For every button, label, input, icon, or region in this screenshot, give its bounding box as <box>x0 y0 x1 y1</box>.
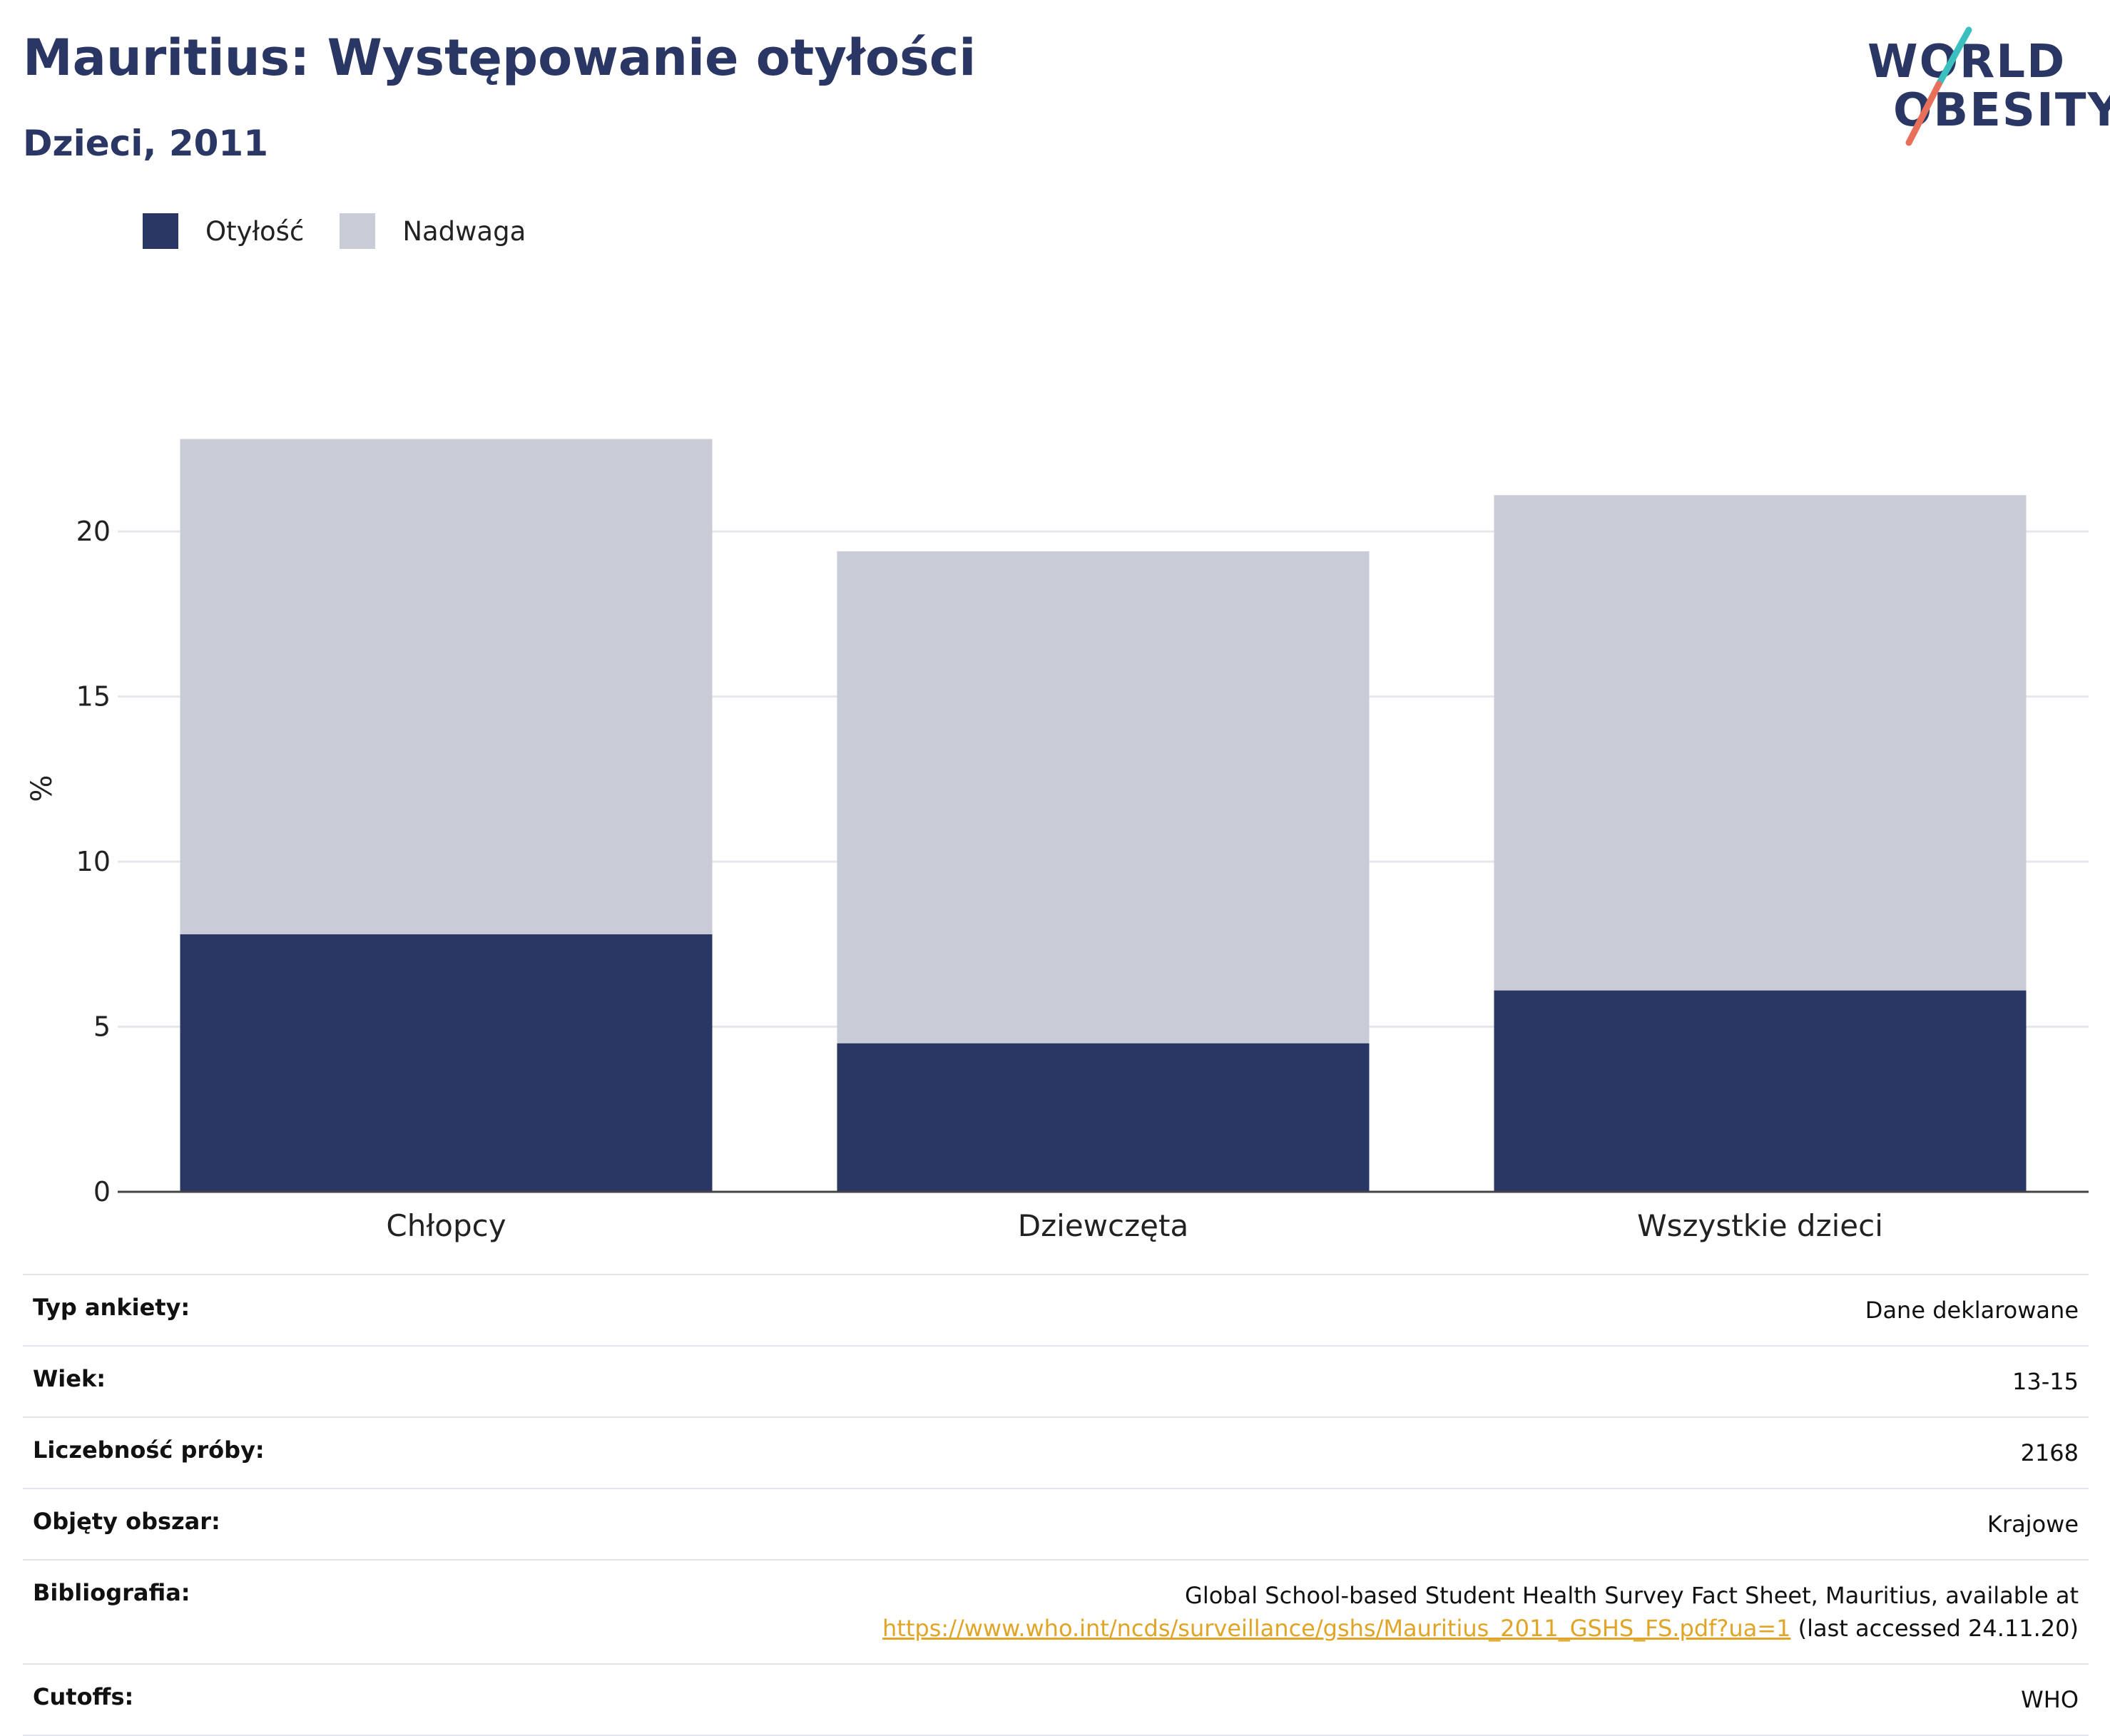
info-label: Bibliografia: <box>33 1579 190 1606</box>
chart-subtitle: Dzieci, 2011 <box>23 123 268 164</box>
chart-legend: Otyłość Nadwaga <box>143 211 561 251</box>
world-obesity-logo: WORLD OBESITY <box>1862 21 2110 150</box>
y-tick-label: 15 <box>76 681 111 713</box>
legend-item-otylosc[interactable]: Otyłość <box>143 213 304 249</box>
info-value: WHO <box>2021 1686 2079 1713</box>
info-row-area: Objęty obszar: Krajowe <box>23 1489 2089 1560</box>
bar-obesity <box>1494 990 2027 1192</box>
info-row-sample-size: Liczebność próby: 2168 <box>23 1417 2089 1489</box>
y-tick-label: 10 <box>76 846 111 877</box>
y-tick-label: 0 <box>93 1176 111 1207</box>
info-value: Dane deklarowane <box>1865 1297 2079 1324</box>
bar-overweight <box>837 551 1370 1043</box>
bibliography-text: Global School-based Student Health Surve… <box>1185 1582 2079 1609</box>
legend-swatch-otylosc <box>143 213 178 249</box>
info-label: Liczebność próby: <box>33 1436 265 1464</box>
info-row-age: Wiek: 13-15 <box>23 1346 2089 1417</box>
legend-label-otylosc: Otyłość <box>205 215 305 247</box>
bar-obesity <box>837 1043 1370 1192</box>
y-axis-label: % <box>26 775 58 802</box>
x-tick-label: Chłopcy <box>386 1208 506 1243</box>
logo-line2: OBESITY <box>1893 84 2110 137</box>
bar-overweight <box>180 439 713 934</box>
info-table: Typ ankiety: Dane deklarowane Wiek: 13-1… <box>23 1274 2089 1736</box>
logo-line1: WORLD <box>1867 36 2066 88</box>
logo-slash-icon <box>1905 26 1972 146</box>
y-tick-label: 20 <box>76 516 111 547</box>
info-label: Cutoffs: <box>33 1683 134 1710</box>
info-value-bibliography: Global School-based Student Health Surve… <box>377 1560 2089 1664</box>
info-label: Objęty obszar: <box>33 1508 220 1535</box>
bar-obesity <box>180 934 713 1192</box>
info-row-bibliography: Bibliografia: Global School-based Studen… <box>23 1560 2089 1664</box>
bar-chart: 0 5 10 15 20% Chłopcy Dziewczęta Wszystkie dzie… <box>26 439 2089 1243</box>
y-tick-label: 5 <box>93 1011 111 1043</box>
bar-overweight <box>1494 495 2027 991</box>
info-value: 13-15 <box>2012 1368 2079 1395</box>
info-value: 2168 <box>2020 1439 2079 1466</box>
info-label: Wiek: <box>33 1365 106 1392</box>
x-tick-label: Wszystkie dzieci <box>1637 1208 1883 1243</box>
info-value: Krajowe <box>1987 1511 2079 1538</box>
legend-item-nadwaga[interactable]: Nadwaga <box>340 213 526 249</box>
legend-label-nadwaga: Nadwaga <box>402 215 526 247</box>
bibliography-link[interactable]: https://www.who.int/ncds/surveillance/gs… <box>882 1615 1791 1642</box>
info-label: Typ ankiety: <box>33 1294 190 1321</box>
bibliography-suffix: (last accessed 24.11.20) <box>1790 1615 2079 1642</box>
info-row-survey-type: Typ ankiety: Dane deklarowane <box>23 1275 2089 1346</box>
info-row-cutoffs: Cutoffs: WHO <box>23 1664 2089 1735</box>
chart-title: Mauritius: Występowanie otyłości <box>23 29 977 87</box>
x-tick-label: Dziewczęta <box>1018 1208 1188 1243</box>
legend-swatch-nadwaga <box>340 213 376 249</box>
